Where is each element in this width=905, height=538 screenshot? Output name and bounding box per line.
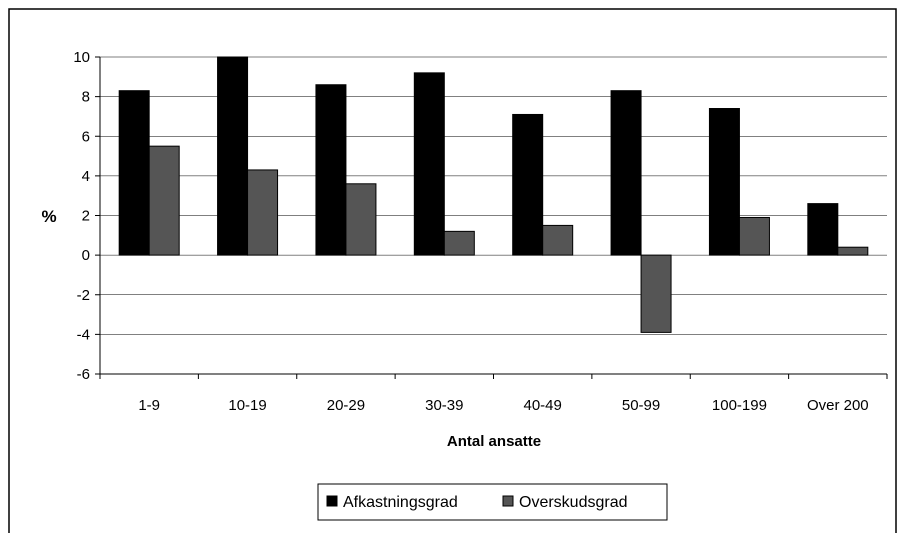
x-tick-label: Over 200 <box>807 397 869 414</box>
y-tick-label: -2 <box>77 287 90 304</box>
x-tick-labels: 1-9 10-19 20-29 30-39 40-49 50-99 100-199 Over … <box>138 397 868 414</box>
y-tick-label: -6 <box>77 366 90 383</box>
x-axis-label: Antal ansatte <box>447 433 541 450</box>
y-tick-label: 6 <box>82 128 90 145</box>
x-tick-label: 1-9 <box>138 397 160 414</box>
bar-afkastningsgrad <box>118 90 150 256</box>
legend-swatch-afkastningsgrad <box>326 495 338 507</box>
bars <box>118 56 869 333</box>
bar-afkastningsgrad <box>315 84 347 256</box>
bar-overskudsgrad <box>148 145 180 256</box>
x-tick-label: 100-199 <box>712 397 767 414</box>
legend-box <box>317 483 668 521</box>
legend: Afkastningsgrad Overskudsgrad <box>317 483 668 521</box>
legend-label-afkastningsgrad: Afkastningsgrad <box>343 494 458 511</box>
y-tick-label: 0 <box>82 247 90 264</box>
y-tick-label: 8 <box>82 89 90 106</box>
x-tick-label: 20-29 <box>327 397 365 414</box>
bar-overskudsgrad <box>640 254 672 333</box>
y-axis-label: % <box>41 207 56 226</box>
y-tick-labels: -6 -4 -2 0 2 4 6 8 10 <box>73 49 90 383</box>
chart-border <box>8 8 897 533</box>
x-tick-label: 10-19 <box>228 397 266 414</box>
bar-afkastningsgrad <box>807 203 839 256</box>
x-tick-label: 30-39 <box>425 397 463 414</box>
bar-overskudsgrad <box>837 246 869 256</box>
legend-swatch-overskudsgrad <box>502 495 514 507</box>
y-tick-label: 2 <box>82 208 90 225</box>
x-tick-label: 40-49 <box>524 397 562 414</box>
bar-overskudsgrad <box>542 224 574 256</box>
bar-afkastningsgrad <box>708 108 740 256</box>
bar-afkastningsgrad <box>512 113 544 256</box>
bar-overskudsgrad <box>345 183 377 256</box>
y-tick-label: 10 <box>73 49 90 66</box>
legend-label-overskudsgrad: Overskudsgrad <box>519 494 628 511</box>
axes <box>95 56 888 379</box>
bar-overskudsgrad <box>247 169 279 256</box>
bar-afkastningsgrad <box>413 72 445 256</box>
y-tick-label: 4 <box>82 168 90 185</box>
bar-afkastningsgrad <box>610 90 642 256</box>
bar-afkastningsgrad <box>217 56 249 256</box>
x-tick-label: 50-99 <box>622 397 660 414</box>
bar-overskudsgrad <box>738 216 770 256</box>
y-tick-label: -4 <box>77 326 90 343</box>
bar-overskudsgrad <box>443 230 475 256</box>
